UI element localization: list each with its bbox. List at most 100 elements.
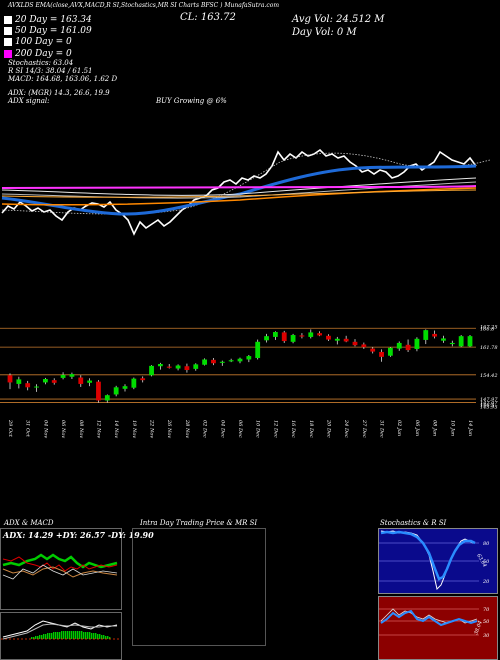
macd-histogram-bar [107,636,109,639]
candle-body [25,383,31,388]
stochastics-readout: Stochastics: 63.04 [8,59,74,67]
ema-orange-thin-line [1,189,477,198]
x-tick-label: 16 Dec [290,420,296,438]
candle-body [78,377,84,384]
candle [317,331,323,337]
macd-histogram-bar [85,632,87,639]
candle-body [149,365,154,376]
candle [264,333,269,343]
candle-body [34,386,39,388]
candle [42,377,48,385]
macd-histogram-bar [45,634,47,639]
x-tick-label: 14 Jan [467,420,473,436]
candle [113,385,119,397]
y-tick-label: 145.95 [480,405,498,411]
candle-body [272,332,278,337]
candle-body [308,332,314,337]
candle [255,339,261,360]
macd-histogram-bar [33,637,35,639]
date-axis: 29 Oct 31 Oct 04 Nov 06 Nov 08 Nov 12 Nov 14 N… [7,419,473,438]
x-tick-label: 08 Jan [432,420,438,436]
macd-histogram-bar [59,632,61,639]
legend-100-day-label: 100 Day = 0 [15,37,72,47]
x-tick-label: 26 Nov [166,419,172,438]
candle [87,378,93,387]
candle-body [299,335,305,337]
candle [175,364,181,371]
candle [343,335,349,343]
y-tick-label: 146.5 [480,403,494,409]
candle [184,363,190,373]
candle [237,357,243,364]
macd-chart [1,620,121,640]
macd-histogram-bar [93,633,95,639]
rsi-tick-50: 50 [483,619,490,625]
x-tick-label: 02 Jan [396,420,402,436]
candle-body [264,336,269,341]
candle [34,384,39,392]
x-tick-label: 22 Nov [149,419,155,438]
macd-histogram-bar [57,632,59,639]
ema-magenta-line [1,185,477,189]
legend-200-day: 200 Day = 0 [4,50,72,59]
macd-histogram-bar [101,635,103,639]
candle [157,362,163,370]
intraday-panel [132,528,266,646]
candle-body [202,359,208,365]
candle [290,333,296,344]
candle [441,335,446,343]
candle-body [246,356,252,360]
ema-orange-line [1,187,477,206]
candle-body [113,387,119,395]
stoch-k-line [380,530,474,590]
candle-body [122,386,128,389]
candle [281,330,287,343]
legend-20-day-label: 20 Day = 163.34 [15,15,92,25]
candle [122,384,128,392]
x-tick-label: 28 Nov [184,419,190,438]
candle [131,377,137,390]
x-tick-label: 12 Dec [272,420,278,438]
chart-top-line: AVXLDS EMA(close,AVX,MACD,R SI,Stochasti… [8,2,280,9]
candle [96,380,101,403]
candle-body [51,380,57,383]
candle [140,376,146,383]
rsi-value-label: 38.04 [473,620,484,636]
candle-body [379,351,384,357]
candle [326,334,331,342]
macd-histogram-bar [49,633,51,639]
candle-body [467,336,473,347]
x-tick-label: 04 Dec [219,420,225,438]
candle-body [343,338,349,342]
x-tick-label: 06 Jan [414,420,420,436]
candle-body [432,333,438,337]
macd-histogram-bar [35,636,37,639]
close-price: CL: 163.72 [180,12,236,23]
macd-histogram-bar [41,635,43,639]
y-tick-label: 161.78 [480,345,498,351]
x-tick-label: 31 Oct [25,420,31,438]
candle-body [396,342,402,349]
candle-body [131,378,137,388]
candle [228,358,234,363]
candle [370,347,376,354]
x-tick-label: 10 Dec [255,420,261,438]
candle-body [237,358,243,362]
candle [60,372,66,380]
adx-signal-label: ADX signal: [8,97,50,105]
candle [396,341,402,351]
candle-body [449,342,455,345]
candle [414,337,420,352]
candle-body [16,379,22,384]
candle-body [405,344,411,351]
macd-histogram-bar [63,631,65,639]
macd-histogram-bar [97,634,99,639]
x-tick-label: 18 Dec [308,420,314,438]
rsi-blue-line [380,609,478,627]
candle-body [352,341,358,346]
candle [104,394,110,403]
stoch-value-label: 63.04 [475,553,487,568]
candle [166,363,172,369]
candle-body [211,359,216,364]
